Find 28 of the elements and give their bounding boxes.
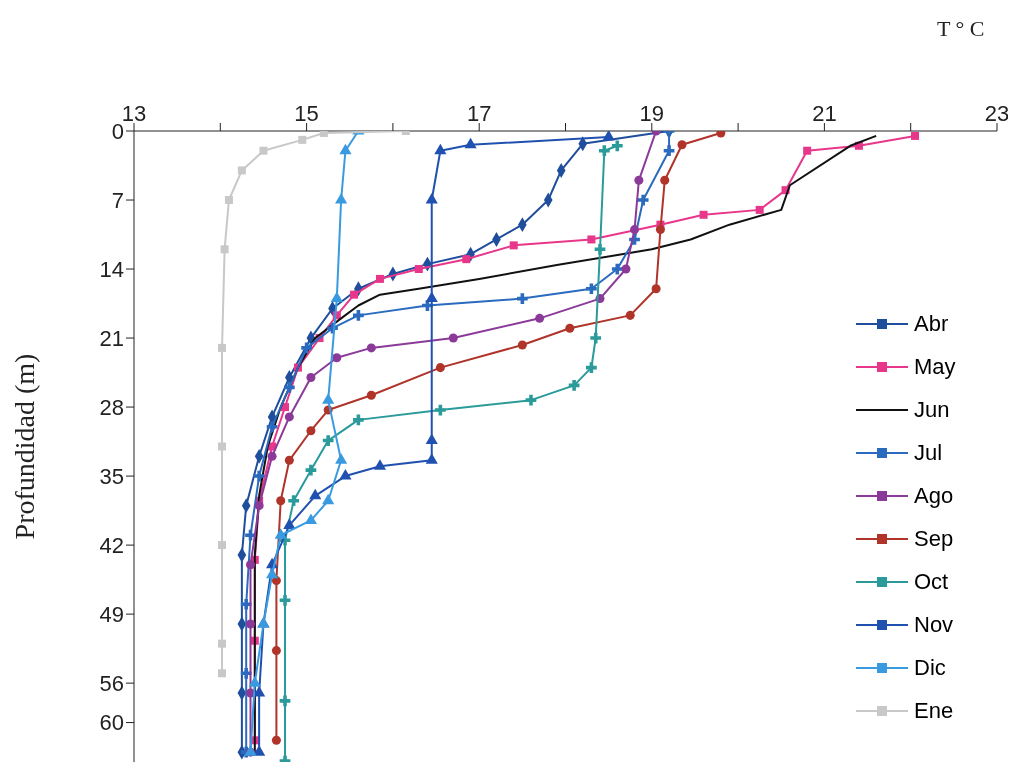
legend-label: Abr [914, 310, 949, 337]
y-tick-label: 35 [99, 463, 124, 489]
y-tick-label: 60 [99, 710, 124, 736]
x-tick-label: 13 [121, 101, 147, 126]
y-tick-label: 0 [111, 118, 124, 144]
legend-label: Jun [914, 396, 950, 423]
legend-label: Sep [914, 525, 954, 552]
x-axis-title: T ° C [937, 16, 985, 41]
x-tick-label: 23 [984, 101, 1010, 126]
y-tick-label: 21 [99, 325, 124, 351]
x-tick-label: 17 [466, 101, 492, 126]
legend-label: Ago [914, 482, 954, 509]
x-tick-label: 15 [294, 101, 319, 126]
legend-label: Jul [914, 439, 943, 466]
y-tick-label: 7 [111, 187, 124, 213]
x-tick-label: 19 [639, 101, 665, 126]
y-tick-label: 56 [99, 670, 124, 696]
x-tick-label: 21 [812, 101, 837, 126]
y-tick-label: 14 [99, 256, 124, 282]
legend-label: Ene [914, 697, 954, 724]
y-tick-label: 49 [99, 601, 124, 627]
legend-label: Oct [914, 568, 949, 595]
y-tick-label: 28 [99, 394, 124, 420]
legend-label: Nov [914, 611, 954, 638]
legend-label: Dic [914, 654, 946, 681]
y-tick-label: 42 [99, 532, 124, 558]
legend-label: May [914, 353, 956, 380]
y-axis-title: Profundidad (m) [8, 353, 40, 540]
